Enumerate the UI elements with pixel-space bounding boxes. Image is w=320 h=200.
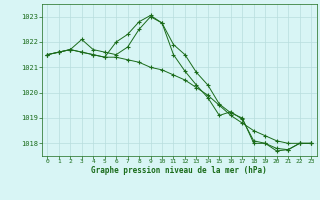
- X-axis label: Graphe pression niveau de la mer (hPa): Graphe pression niveau de la mer (hPa): [91, 166, 267, 175]
